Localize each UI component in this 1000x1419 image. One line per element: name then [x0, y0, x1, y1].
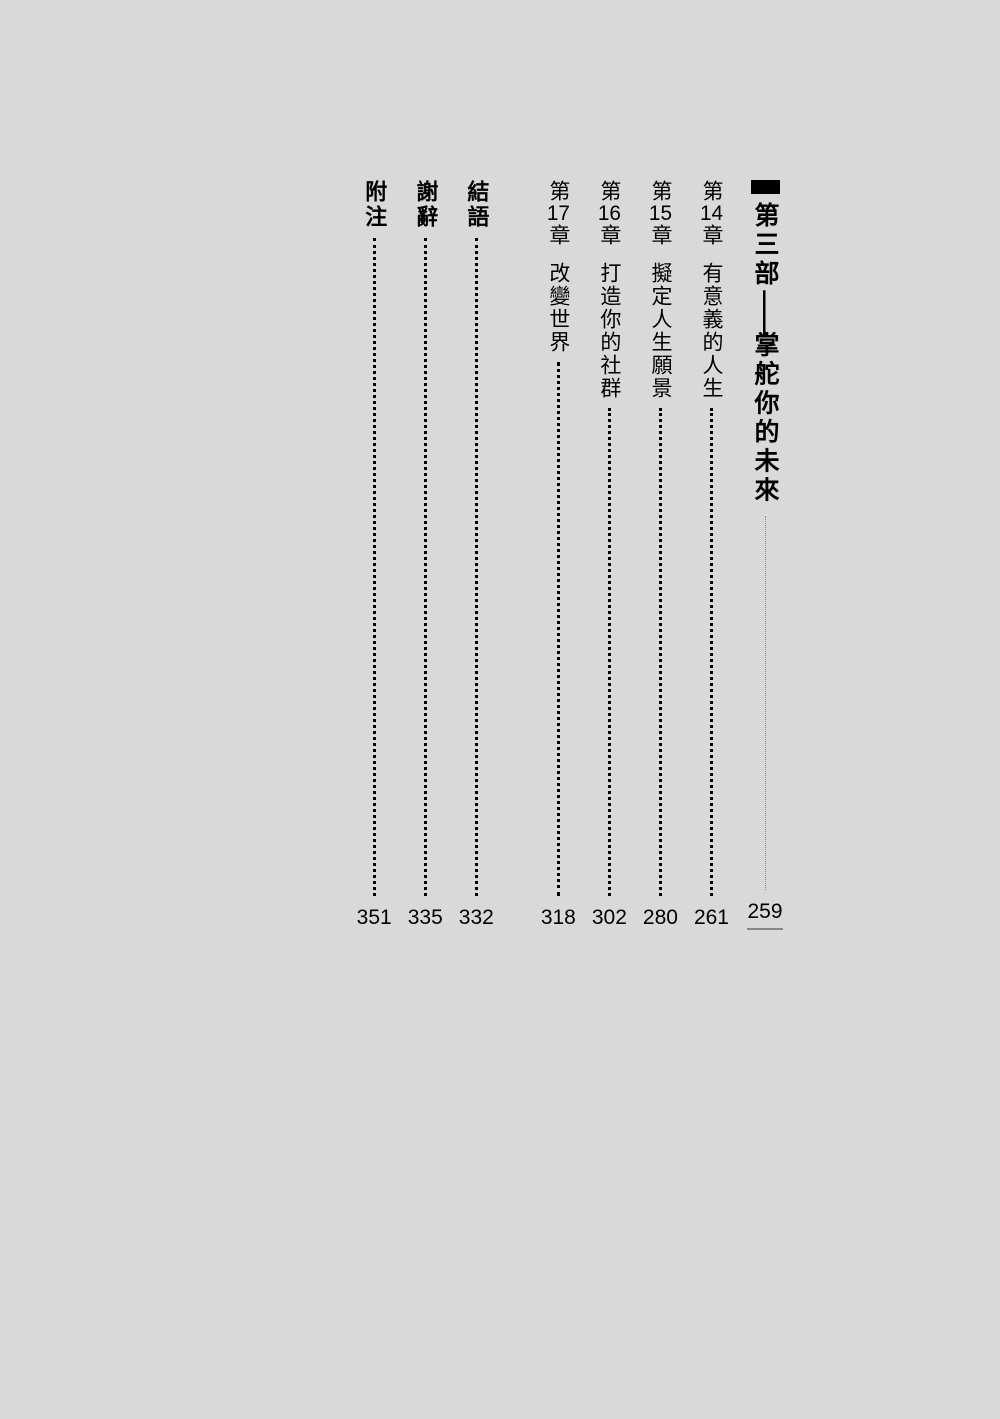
part-title-pre: 第三部	[751, 202, 779, 289]
chapter-number: 17	[547, 203, 570, 224]
chapter-label-post: 章	[649, 224, 672, 247]
chapter-number: 16	[598, 203, 621, 224]
epilogue-entry: 結語 332	[459, 180, 494, 930]
leader-line	[424, 238, 427, 896]
chapter-label: 第16章	[598, 180, 621, 247]
chapter-15-entry: 第15章 擬定人生願景 280	[643, 180, 678, 930]
leader-line	[608, 408, 611, 896]
chapter-label: 第17章	[547, 180, 570, 247]
part-entry: 第三部——掌舵你的未來 259	[745, 180, 785, 930]
page-number: 280	[643, 906, 678, 930]
chapter-label-pre: 第	[700, 180, 723, 203]
back-label: 謝辭	[413, 180, 437, 230]
chapter-label-post: 章	[547, 224, 570, 247]
leader-line	[557, 362, 560, 896]
chapter-title: 改變世界	[547, 262, 570, 354]
chapter-label-post: 章	[598, 224, 621, 247]
chapter-label-pre: 第	[649, 180, 672, 203]
chapter-number: 15	[649, 203, 672, 224]
page-number: 259	[747, 900, 782, 930]
page-number: 302	[592, 906, 627, 930]
back-label: 附注	[362, 180, 386, 230]
part-title-post: 掌舵你的未來	[751, 332, 779, 506]
part-title-dash: ——	[749, 290, 782, 330]
leader-line	[659, 408, 662, 896]
chapter-label-pre: 第	[598, 180, 621, 203]
page-number: 261	[694, 906, 729, 930]
part-marker-bar	[751, 180, 780, 194]
leader-line	[710, 408, 713, 896]
page-number: 335	[408, 906, 443, 930]
chapter-label: 第15章	[649, 180, 672, 247]
acknowledgments-entry: 謝辭 335	[408, 180, 443, 930]
table-of-contents: 第三部——掌舵你的未來 259 第14章 有意義的人生 261 第15章 擬定人…	[225, 180, 785, 930]
chapter-label-post: 章	[700, 224, 723, 247]
chapter-label-pre: 第	[547, 180, 570, 203]
chapter-17-entry: 第17章 改變世界 318	[541, 180, 576, 930]
page-number: 318	[541, 906, 576, 930]
leader-line	[765, 516, 766, 891]
page-number: 332	[459, 906, 494, 930]
chapter-14-entry: 第14章 有意義的人生 261	[694, 180, 729, 930]
back-label: 結語	[464, 180, 488, 230]
chapter-title: 打造你的社群	[598, 262, 621, 400]
chapter-16-entry: 第16章 打造你的社群 302	[592, 180, 627, 930]
part-title: 第三部——掌舵你的未來	[745, 202, 785, 506]
leader-line	[475, 238, 478, 896]
chapter-title: 擬定人生願景	[649, 262, 672, 400]
chapter-number: 14	[700, 203, 723, 224]
chapter-label: 第14章	[700, 180, 723, 247]
chapter-title: 有意義的人生	[700, 262, 723, 400]
leader-line	[373, 238, 376, 896]
notes-entry: 附注 351	[357, 180, 392, 930]
page-number: 351	[357, 906, 392, 930]
